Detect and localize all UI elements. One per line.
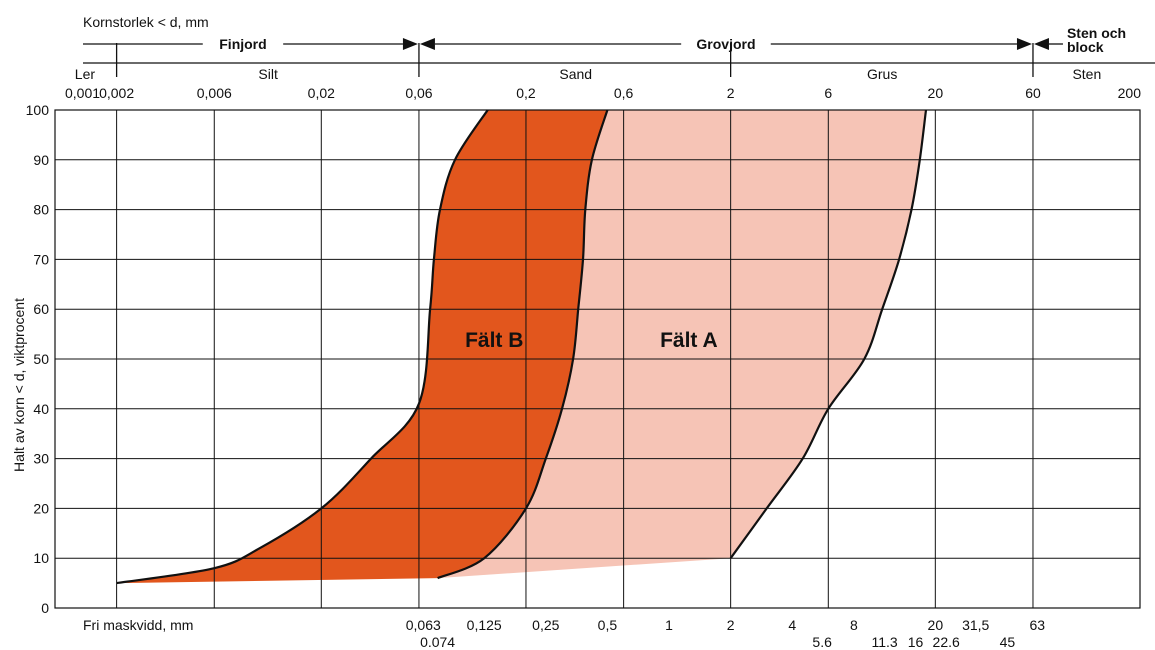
field-b-label: Fält B <box>465 329 523 352</box>
curves-layer: Fält A Fält B <box>116 109 928 585</box>
bottom-axis-title: Fri maskvidd, mm <box>83 617 193 633</box>
bottom-tick-label: 0,25 <box>532 617 559 633</box>
bottom-tick-label-secondary: 0.074 <box>420 634 455 650</box>
y-tick-label: 20 <box>33 500 49 516</box>
y-axis-title: Halt av korn < d, viktprocent <box>11 298 27 472</box>
fraction-label: Grus <box>867 66 897 82</box>
top-tick-label: 0,2 <box>516 85 536 101</box>
top-tick-label: 0,06 <box>405 85 432 101</box>
grid-layer <box>54 109 1141 609</box>
field-b-area <box>116 110 608 584</box>
top-tick-label: 60 <box>1025 85 1041 101</box>
bottom-tick-label: 2 <box>727 617 735 633</box>
fraction-label: Sten <box>1072 66 1101 82</box>
y-tick-label: 30 <box>33 451 49 467</box>
bottom-tick-label: 0,5 <box>598 617 618 633</box>
field-a-label: Fält A <box>660 329 718 352</box>
top-tick-label: 0,001 <box>65 85 100 101</box>
top-tick-label: 6 <box>824 85 832 101</box>
bottom-tick-label: 0,063 <box>406 617 441 633</box>
bottom-tick-label: 1 <box>665 617 673 633</box>
bottom-tick-label: 31,5 <box>962 617 989 633</box>
arrowhead-icon <box>1016 38 1032 50</box>
bottom-tick-label-secondary: 16 <box>908 634 924 650</box>
bottom-tick-label-secondary: 11.3 <box>871 634 897 650</box>
group-finjord-label: Finjord <box>219 36 266 52</box>
top-tick-label: 2 <box>727 85 735 101</box>
arrowhead-icon <box>419 38 435 50</box>
field-b-right-curve <box>437 109 609 580</box>
y-tick-label: 70 <box>33 251 49 267</box>
top-tick-label: 0,02 <box>308 85 335 101</box>
top-tick-label: 0,6 <box>614 85 634 101</box>
bottom-tick-label: 63 <box>1030 617 1046 633</box>
bottom-tick-label: 20 <box>928 617 944 633</box>
y-axis: 0 10 20 30 40 50 60 70 80 90 100 <box>26 102 50 616</box>
field-a-right-curve <box>729 109 928 559</box>
y-tick-label: 60 <box>33 301 49 317</box>
y-tick-label: 80 <box>33 202 49 218</box>
field-b-left-curve <box>116 109 489 585</box>
bottom-tick-label-secondary: 5.6 <box>812 634 832 650</box>
group-sten-och-block-label: Sten och <box>1067 25 1126 41</box>
y-tick-label: 0 <box>41 600 49 616</box>
arrowhead-icon <box>1033 38 1049 50</box>
bottom-tick-label: 4 <box>788 617 796 633</box>
field-a-area <box>437 110 926 579</box>
y-tick-label: 50 <box>33 351 49 367</box>
bottom-tick-label-secondary: 22.6 <box>933 634 960 650</box>
group-sten-och-block-label: block <box>1067 39 1104 55</box>
fraction-label: Sand <box>559 66 592 82</box>
arrowhead-icon <box>402 38 418 50</box>
fraction-label: Silt <box>258 66 278 82</box>
y-tick-label: 100 <box>26 102 50 118</box>
top-tick-label: 20 <box>928 85 944 101</box>
y-tick-label: 40 <box>33 401 49 417</box>
top-tick-label: 0,006 <box>197 85 232 101</box>
bottom-tick-label: 0,125 <box>467 617 502 633</box>
y-tick-label: 10 <box>33 550 49 566</box>
fraction-label: Ler <box>75 66 96 82</box>
bottom-tick-label: 8 <box>850 617 858 633</box>
bottom-tick-label-secondary: 45 <box>1000 634 1016 650</box>
top-tick-label: 200 <box>1118 85 1142 101</box>
group-grovjord-label: Grovjord <box>696 36 755 52</box>
bottom-axis: 0,063 0,125 0,25 0,5 1 2 4 8 20 31,5 63 0.074 5.6 11.… <box>406 617 1046 650</box>
top-tick-label: 0,002 <box>99 85 134 101</box>
top-axis-title: Kornstorlek < d, mm <box>83 14 209 30</box>
y-tick-label: 90 <box>33 152 49 168</box>
fields-layer <box>116 110 926 584</box>
